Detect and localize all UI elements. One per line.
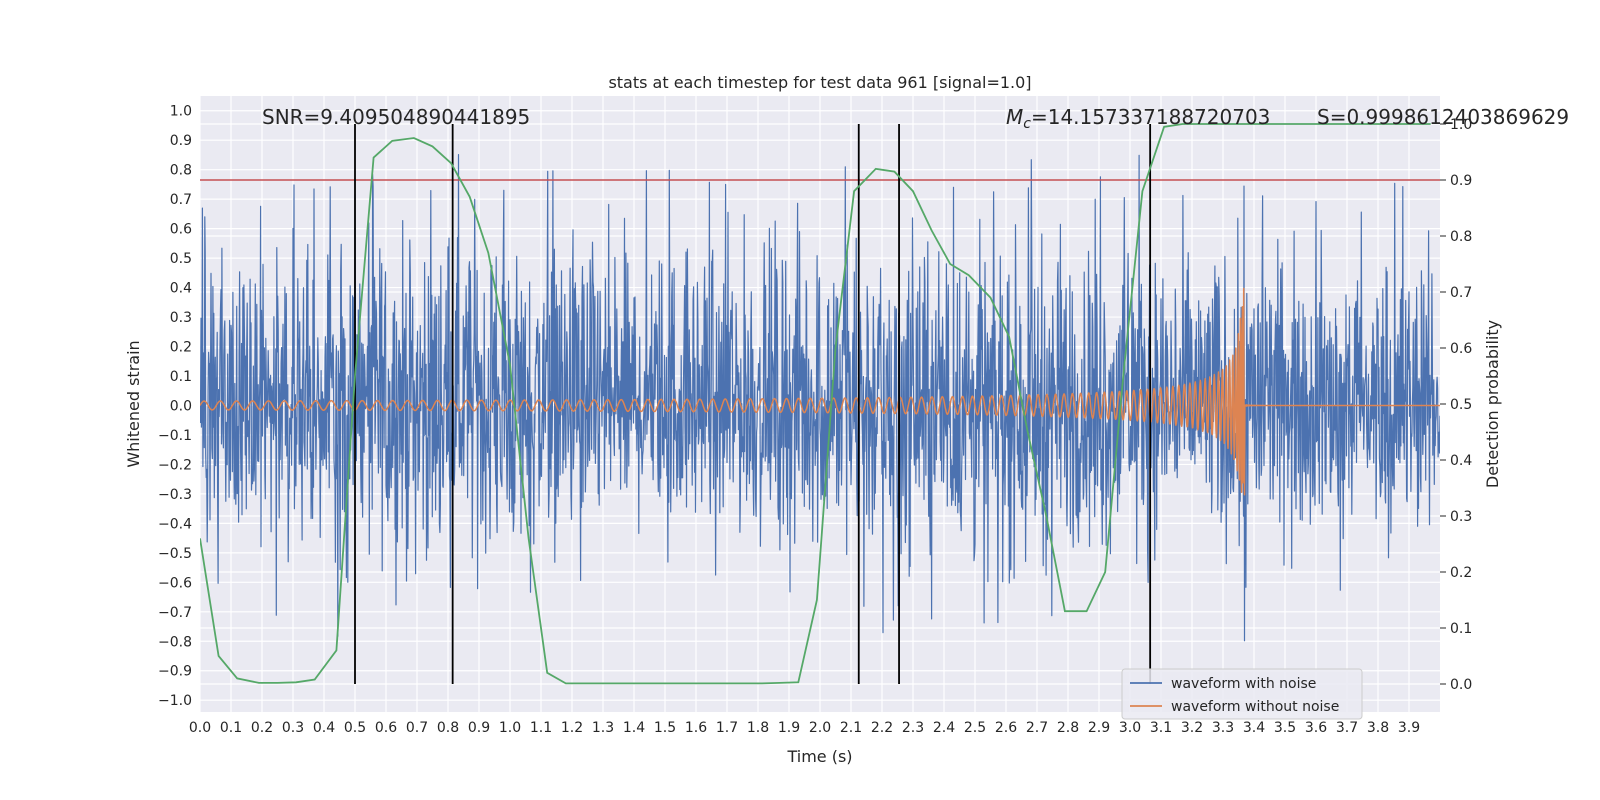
x-tick-label: 1.7 <box>716 720 738 736</box>
s-annotation: S=0.9998612403869629 <box>1317 105 1569 129</box>
x-tick-label: 0.0 <box>189 720 211 736</box>
series-layer <box>200 123 1440 685</box>
x-tick-label: 3.1 <box>1150 720 1172 736</box>
y-tick-label: −0.7 <box>158 605 192 621</box>
x-tick-label: 3.9 <box>1398 720 1420 736</box>
y2-tick-label: 0.3 <box>1450 509 1472 525</box>
x-axis-label: Time (s) <box>786 747 852 766</box>
y2-tick-label: 0.7 <box>1450 285 1472 301</box>
x-tick-label: 3.7 <box>1336 720 1358 736</box>
x-tick-label: 2.5 <box>964 720 986 736</box>
x-tick-label: 0.4 <box>313 720 335 736</box>
y2-tick-label: 0.8 <box>1450 229 1472 245</box>
y-tick-label: −0.2 <box>158 457 192 473</box>
mc-symbol: M <box>1006 105 1023 129</box>
y2-tick-label: 0.2 <box>1450 565 1472 581</box>
x-tick-label: 1.9 <box>778 720 800 736</box>
x-tick-label: 3.2 <box>1181 720 1203 736</box>
x-tick-label: 2.3 <box>902 720 924 736</box>
x-tick-label: 1.5 <box>654 720 676 736</box>
x-tick-label: 2.1 <box>840 720 862 736</box>
legend-label-clean: waveform without noise <box>1171 699 1339 715</box>
y-tick-label: 0.2 <box>170 340 192 356</box>
x-tick-label: 0.9 <box>468 720 490 736</box>
y2-tick-label: 0.1 <box>1450 621 1472 637</box>
x-tick-label: 3.8 <box>1367 720 1389 736</box>
x-tick-label: 1.0 <box>499 720 521 736</box>
chart-title: stats at each timestep for test data 961… <box>608 73 1031 92</box>
x-tick-label: 2.4 <box>933 720 955 736</box>
x-tick-label: 3.5 <box>1274 720 1296 736</box>
x-tick-label: 0.8 <box>437 720 459 736</box>
y-tick-label: −1.0 <box>158 693 192 709</box>
series-detection-probability <box>200 123 1431 685</box>
x-tick-label: 2.7 <box>1026 720 1048 736</box>
x-tick-label: 1.4 <box>623 720 645 736</box>
x-tick-label: 3.0 <box>1119 720 1141 736</box>
x-tick-label: 1.2 <box>561 720 583 736</box>
y-tick-label: −0.9 <box>158 664 192 680</box>
x-tick-label: 0.6 <box>375 720 397 736</box>
y2-tick-label: 0.0 <box>1450 677 1472 693</box>
y-tick-label: −0.5 <box>158 546 192 562</box>
mc-subscript: c <box>1023 116 1031 132</box>
x-tick-label: 1.8 <box>747 720 769 736</box>
x-tick-label: 0.7 <box>406 720 428 736</box>
x-tick-label: 2.8 <box>1057 720 1079 736</box>
y-tick-label: 0.1 <box>170 369 192 385</box>
x-tick-label: 0.1 <box>220 720 242 736</box>
x-tick-label: 3.4 <box>1243 720 1265 736</box>
y-tick-label: 0.3 <box>170 310 192 326</box>
x-tick-label: 0.2 <box>251 720 273 736</box>
x-tick-label: 2.9 <box>1088 720 1110 736</box>
y-tick-label: 0.5 <box>170 251 192 267</box>
y2-tick-label: 0.5 <box>1450 397 1472 413</box>
series-waveform-with-noise <box>200 154 1440 642</box>
x-tick-label: 3.6 <box>1305 720 1327 736</box>
y-tick-label: −0.1 <box>158 428 192 444</box>
y2-tick-label: 0.6 <box>1450 341 1472 357</box>
y2-tick-label: 1.0 <box>1450 117 1472 133</box>
y2-tick-label: 0.4 <box>1450 453 1472 469</box>
mc-value: =14.157337188720703 <box>1031 105 1270 129</box>
x-tick-label: 1.3 <box>592 720 614 736</box>
x-tick-label: 2.6 <box>995 720 1017 736</box>
y2-tick-label: 0.9 <box>1450 173 1472 189</box>
x-tick-label: 2.0 <box>809 720 831 736</box>
y-tick-label: −0.8 <box>158 634 192 650</box>
y-tick-label: 0.0 <box>170 398 192 414</box>
y-tick-label: −0.4 <box>158 516 192 532</box>
x-axis-ticks: 0.0 0.1 0.2 0.3 0.4 0.5 0.6 0.7 0.8 0.9 1.0 1.1 1.2 1… <box>189 720 1420 736</box>
legend-label-noisy: waveform with noise <box>1171 676 1316 692</box>
y-tick-label: 0.6 <box>170 222 192 238</box>
y-tick-label: −0.6 <box>158 575 192 591</box>
y-tick-label: 1.0 <box>170 104 192 120</box>
legend: waveform with noise waveform without noi… <box>1121 668 1363 720</box>
x-tick-label: 3.3 <box>1212 720 1234 736</box>
snr-annotation: SNR=9.409504890441895 <box>262 105 530 129</box>
vertical-markers <box>354 124 1152 684</box>
y-tick-label: 0.8 <box>170 163 192 179</box>
x-tick-label: 0.3 <box>282 720 304 736</box>
y-axis-label: Whitened strain <box>124 340 143 467</box>
x-tick-label: 0.5 <box>344 720 366 736</box>
series-waveform-without-noise <box>200 287 1440 496</box>
mc-annotation: Mc=14.157337188720703 <box>1006 105 1270 132</box>
y-tick-label: −0.3 <box>158 487 192 503</box>
y-tick-label: 0.9 <box>170 133 192 149</box>
y-tick-label: 0.4 <box>170 281 192 297</box>
y2-axis-ticks: 0.0 0.1 0.2 0.3 0.4 0.5 0.6 0.7 0.8 0.9 1.0 <box>1440 117 1472 693</box>
y2-axis-label: Detection probability <box>1483 320 1502 488</box>
y-tick-label: 0.7 <box>170 192 192 208</box>
x-tick-label: 1.6 <box>685 720 707 736</box>
legend-box <box>1121 668 1363 720</box>
y-axis-ticks: −1.0 −0.9 −0.8 −0.7 −0.6 −0.5 −0.4 −0.3 −0.2 −0.1… <box>158 104 192 709</box>
x-tick-label: 1.1 <box>530 720 552 736</box>
x-tick-label: 2.2 <box>871 720 893 736</box>
